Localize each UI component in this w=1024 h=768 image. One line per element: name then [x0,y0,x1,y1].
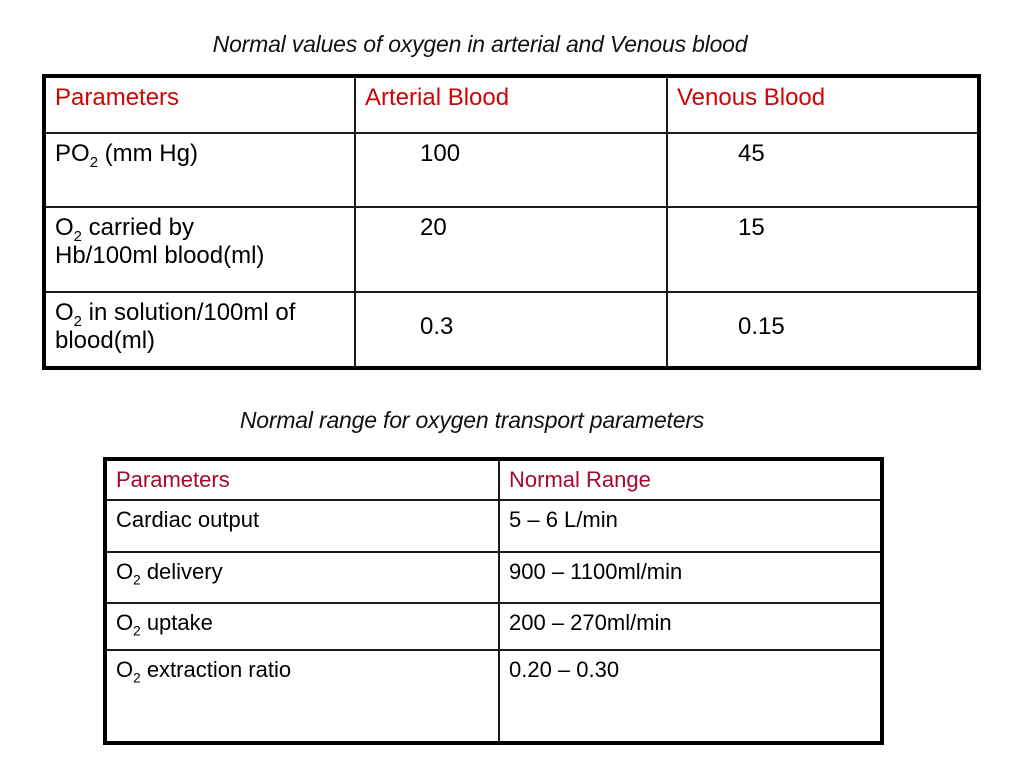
parameter-text: carried by Hb/100ml blood(ml) [55,214,265,269]
parameter-text: O [116,657,134,682]
table1-header-row: Parameters Arterial Blood Venous Blood [43,75,980,134]
table-row: Cardiac output 5 – 6 L/min [104,499,883,553]
table1-header-venous-blood: Venous Blood [666,75,980,134]
parameter-text: extraction ratio [140,657,292,682]
parameter-text: Cardiac output [116,507,260,532]
parameter-label: PO2 (mm Hg) [43,132,356,208]
parameter-text: O [116,610,134,635]
table-row: O2 delivery 900 – 1100ml/min [104,551,883,604]
parameter-subscript: 2 [73,313,82,330]
arterial-value: 20 [354,206,668,293]
table2-title: Normal range for oxygen transport parame… [239,407,705,433]
parameter-text: O [116,559,134,584]
parameter-label: O2 extraction ratio [104,649,500,744]
parameter-subscript: 2 [73,228,82,245]
table2-header-parameters: Parameters [104,458,500,501]
table-row: PO2 (mm Hg) 100 45 [43,132,980,208]
parameter-text: in solution/100ml of blood(ml) [55,299,296,354]
parameter-text: O [55,299,74,326]
parameter-label: Cardiac output [104,499,500,553]
table-row: O2 uptake 200 – 270ml/min [104,602,883,651]
parameter-subscript: 2 [89,154,98,171]
normal-range-value: 900 – 1100ml/min [498,551,883,604]
normal-range-value: 5 – 6 L/min [498,499,883,553]
venous-value: 15 [666,206,980,293]
parameter-text: delivery [140,559,223,584]
parameter-subscript: 2 [133,623,141,639]
table1-title: Normal values of oxygen in arterial and … [212,31,748,57]
arterial-value: 100 [354,132,668,208]
venous-value: 0.15 [666,291,980,369]
normal-range-value: 0.20 – 0.30 [498,649,883,744]
venous-value: 45 [666,132,980,208]
parameter-subscript: 2 [133,572,141,588]
parameter-label: O2 delivery [104,551,500,604]
arterial-value: 0.3 [354,291,668,369]
table1-header-parameters: Parameters [43,75,356,134]
table2-header-row: Parameters Normal Range [104,458,883,501]
table1-header-arterial-blood: Arterial Blood [354,75,668,134]
table-row: O2 extraction ratio 0.20 – 0.30 [104,649,883,744]
parameter-subscript: 2 [133,670,141,686]
normal-range-value: 200 – 270ml/min [498,602,883,651]
parameter-label: O2 carried by Hb/100ml blood(ml) [43,206,356,293]
table-row: O2 carried by Hb/100ml blood(ml) 20 15 [43,206,980,293]
parameter-label: O2 in solution/100ml of blood(ml) [43,291,356,369]
oxygen-values-table: Parameters Arterial Blood Venous Blood P… [42,74,981,370]
oxygen-transport-table: Parameters Normal Range Cardiac output 5… [103,457,884,745]
parameter-text: (mm Hg) [97,140,198,167]
table2-header-normal-range: Normal Range [498,458,883,501]
parameter-text: uptake [140,610,213,635]
table-row: O2 in solution/100ml of blood(ml) 0.3 0.… [43,291,980,369]
parameter-text: O [55,214,74,241]
parameter-text: PO [55,140,90,167]
parameter-label: O2 uptake [104,602,500,651]
